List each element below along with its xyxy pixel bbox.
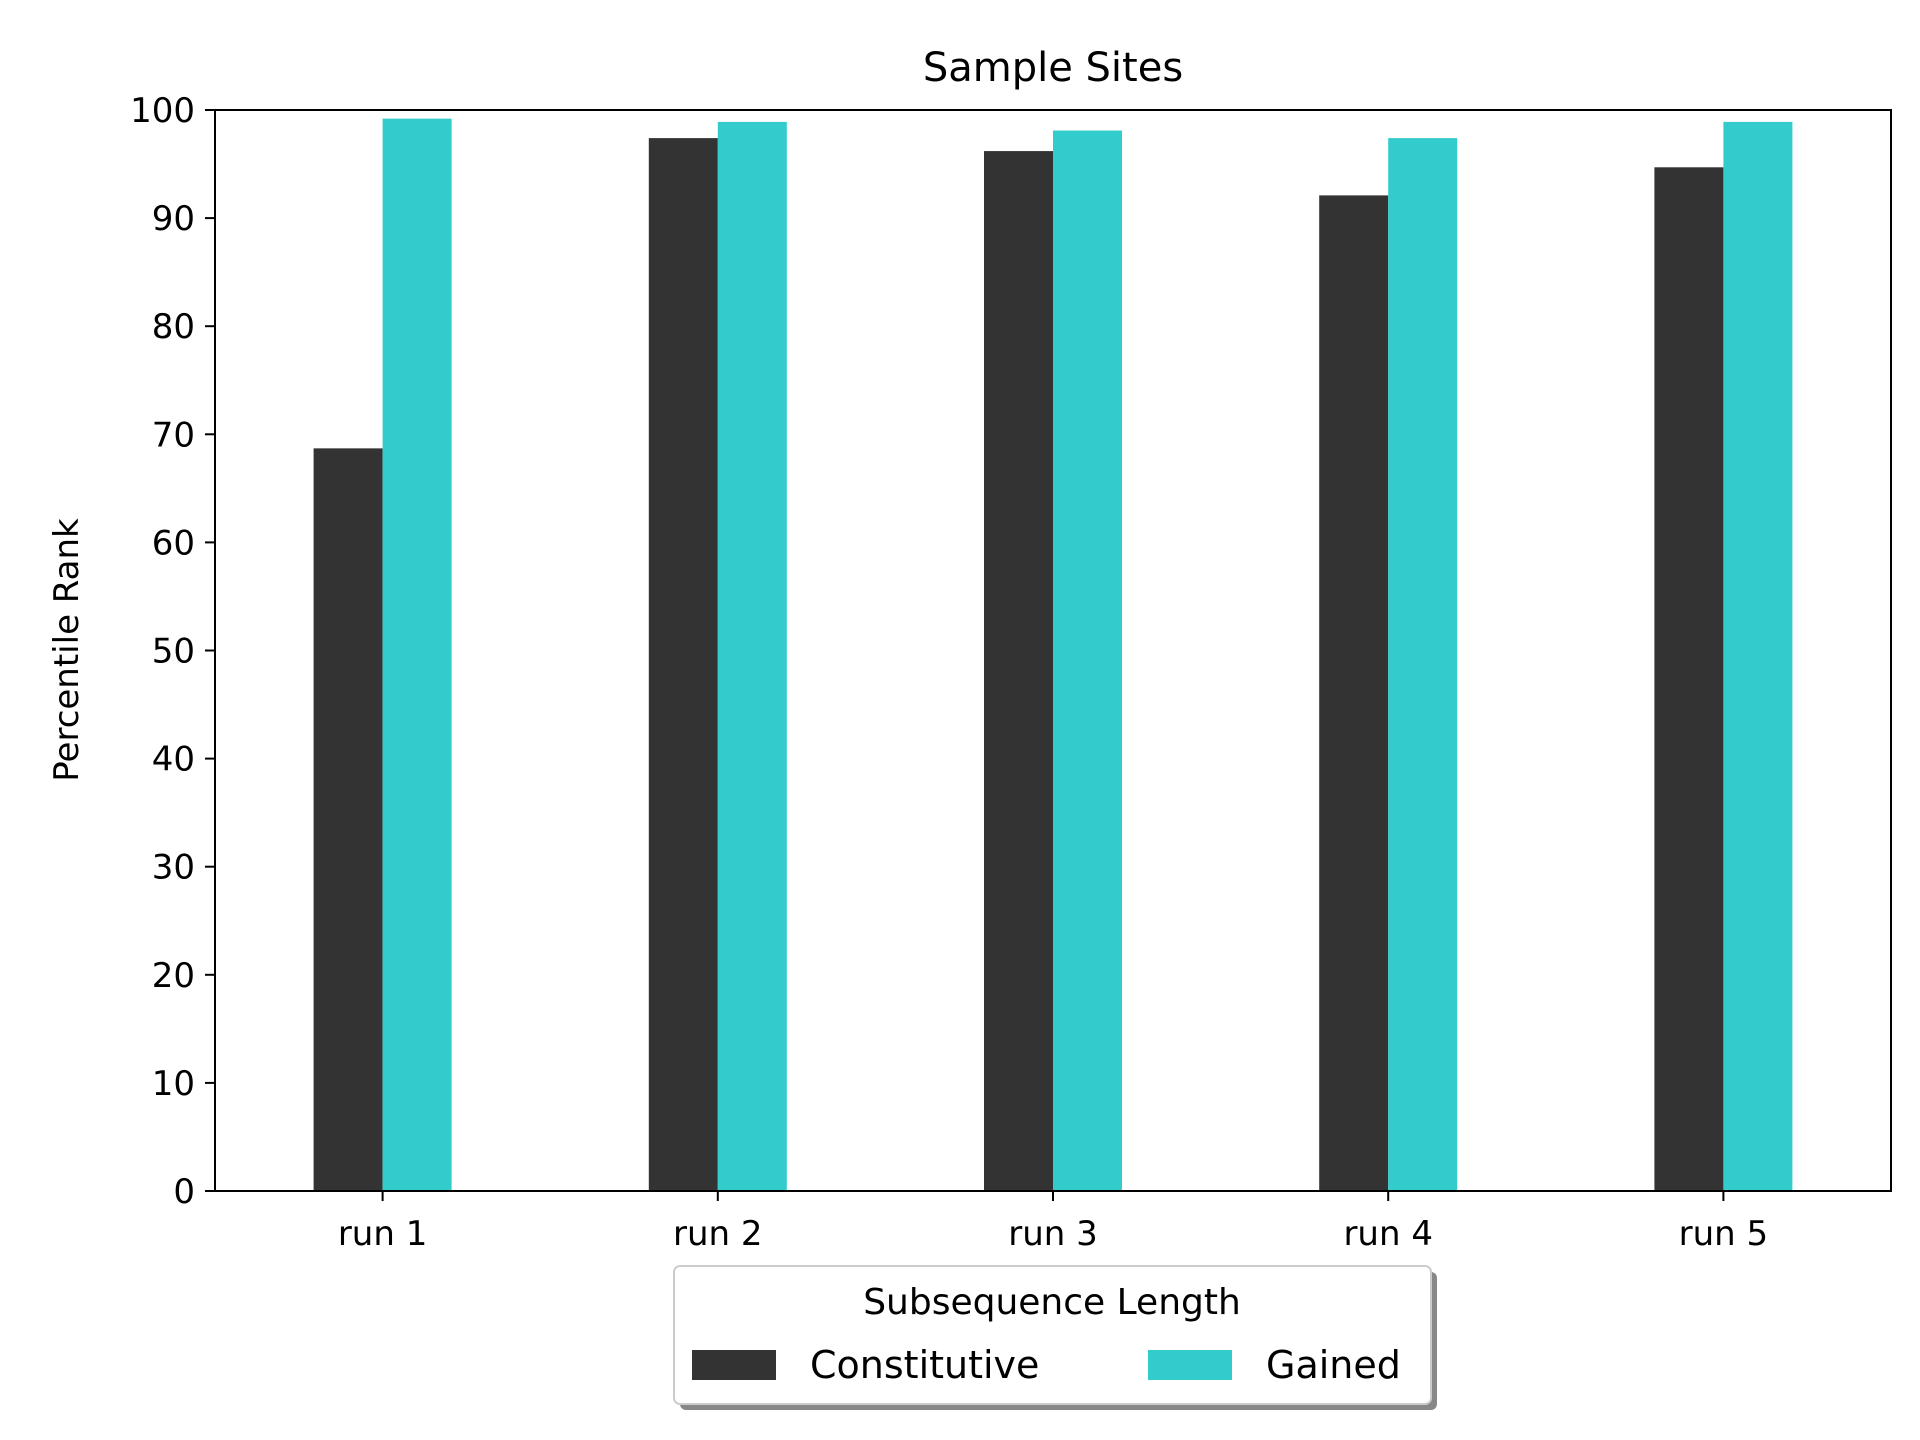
y-tick-label: 70: [152, 415, 195, 455]
x-tick-label: run 2: [673, 1214, 763, 1254]
y-axis: 0 10 20 30 40 50 60 70 80 90 100: [130, 91, 215, 1212]
x-tick-label: run 3: [1008, 1214, 1098, 1254]
legend-box: [673, 1265, 1432, 1405]
y-tick-label: 90: [152, 199, 195, 239]
bar-constitutive-1: [313, 448, 383, 1191]
y-tick-label: 100: [130, 91, 195, 131]
chart-title: Sample Sites: [923, 45, 1183, 91]
bar-constitutive-5: [1654, 167, 1724, 1192]
bars: [313, 118, 1793, 1192]
y-tick-label: 40: [152, 740, 195, 780]
x-tick-label: run 4: [1343, 1214, 1433, 1254]
x-tick-label: run 5: [1679, 1214, 1769, 1254]
legend-label-gained: Gained: [1266, 1343, 1401, 1387]
legend-title: Subsequence Length: [863, 1282, 1241, 1323]
x-tick-label: run 1: [338, 1214, 428, 1254]
y-tick-label: 50: [152, 632, 195, 672]
y-axis-label: Percentile Rank: [47, 518, 87, 782]
bar-gained-3: [1053, 130, 1122, 1191]
bar-gained-4: [1388, 138, 1458, 1192]
y-tick-label: 30: [152, 848, 195, 888]
plot-area-frame: [214, 109, 1892, 1192]
y-tick-label: 80: [152, 307, 195, 347]
y-tick-label: 0: [173, 1172, 195, 1212]
legend: Subsequence Length Constitutive Gained: [673, 1265, 1437, 1410]
y-tick-label: 10: [152, 1064, 195, 1104]
bar-gained-5: [1723, 121, 1793, 1192]
x-axis: run 1 run 2 run 3 run 4 run 5: [338, 1191, 1768, 1254]
bar-gained-2: [717, 121, 787, 1192]
bar-constitutive-3: [984, 151, 1053, 1191]
bar-gained-1: [382, 118, 452, 1192]
legend-swatch-constitutive: [692, 1350, 776, 1380]
bar-constitutive-4: [1319, 195, 1389, 1192]
y-tick-label: 60: [152, 523, 195, 563]
legend-label-constitutive: Constitutive: [810, 1343, 1039, 1387]
legend-swatch-gained: [1148, 1350, 1232, 1380]
y-tick-label: 20: [152, 956, 195, 996]
bar-constitutive-2: [648, 138, 718, 1192]
